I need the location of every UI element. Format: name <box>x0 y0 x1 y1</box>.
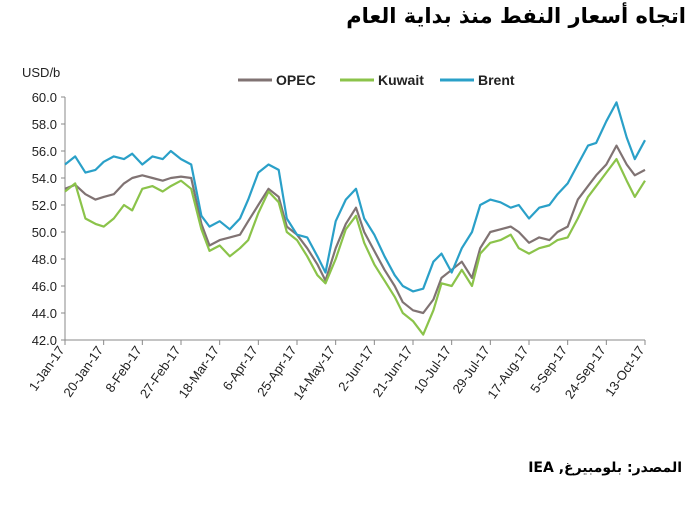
y-tick-label: 48.0 <box>32 252 57 267</box>
series-line-brent <box>64 101 646 293</box>
y-tick-label: 54.0 <box>32 171 57 186</box>
x-tick-label: 1-Jan-17 <box>26 343 68 394</box>
x-tick-label: 13-Oct-17 <box>602 343 647 399</box>
y-tick-label: 42.0 <box>32 333 57 348</box>
series-line-kuwait <box>64 158 646 336</box>
x-tick-label: 5-Sep-17 <box>527 343 570 395</box>
legend-label-kuwait: Kuwait <box>378 72 424 88</box>
y-axis-unit-label: USD/b <box>22 65 60 80</box>
legend-label-brent: Brent <box>478 72 515 88</box>
chart-legend: OPEC Kuwait Brent <box>238 72 515 88</box>
y-tick-label: 60.0 <box>32 90 57 105</box>
x-axis: 1-Jan-1720-Jan-178-Feb-1727-Feb-1718-Mar… <box>26 339 647 403</box>
y-tick-label: 56.0 <box>32 144 57 159</box>
x-tick-label: 2-Jun-17 <box>335 343 377 394</box>
page-title: اتجاه أسعار النفط منذ بداية العام <box>346 4 686 28</box>
y-tick-label: 50.0 <box>32 225 57 240</box>
series-layer <box>64 101 646 336</box>
x-tick-label: 8-Feb-17 <box>102 343 145 395</box>
x-tick-label: 10-Jul-17 <box>411 343 454 396</box>
x-tick-label: 29-Jul-17 <box>449 343 492 396</box>
y-tick-label: 46.0 <box>32 279 57 294</box>
y-tick-label: 58.0 <box>32 117 57 132</box>
x-tick-label: 6-Apr-17 <box>219 343 260 393</box>
oil-price-chart: USD/b OPEC Kuwait Brent 42.0 44.0 46.0 48.0 50… <box>22 65 647 403</box>
legend-label-opec: OPEC <box>276 72 316 88</box>
y-tick-label: 52.0 <box>32 198 57 213</box>
y-axis: 42.0 44.0 46.0 48.0 50.0 52.0 54.0 56.0 58.0 60.0 <box>32 90 66 348</box>
source-note: المصدر: بلومبيرغ, IEA <box>528 460 682 476</box>
series-line-opec <box>64 144 646 315</box>
y-tick-label: 44.0 <box>32 306 57 321</box>
